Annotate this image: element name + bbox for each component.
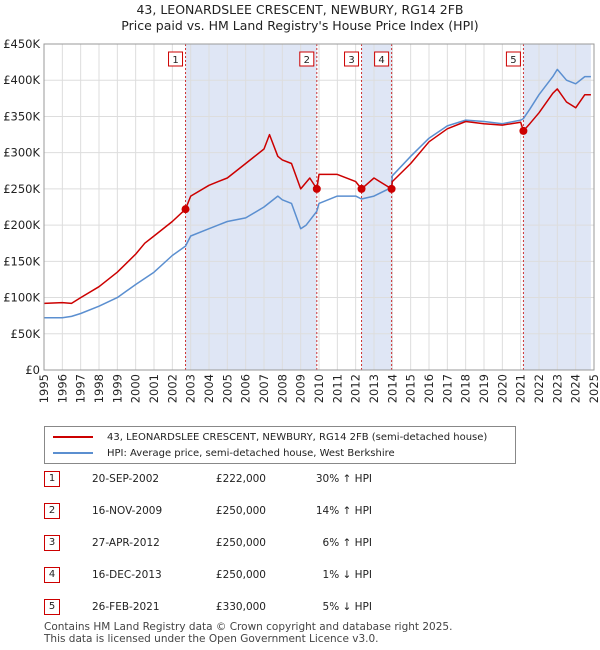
x-tick-label: 2012 [349,374,363,403]
marker-label: 1 [172,55,178,66]
marker-label: 2 [304,55,310,66]
y-tick-label: £50K [11,327,41,341]
transaction-hpi: 1% ↓ HPI [322,569,372,581]
transaction-number: 5 [44,599,60,615]
hpi-line [44,68,591,319]
marker-label-box [344,51,360,67]
legend-label-price: 43, LEONARDSLEE CRESCENT, NEWBURY, RG14 … [107,431,488,443]
x-tick-label: 1999 [110,374,124,403]
footer-copyright: Contains HM Land Registry data © Crown c… [44,621,453,633]
transaction-price: £250,000 [215,569,266,581]
x-tick-label: 2019 [477,374,491,403]
x-tick-label: 2015 [404,374,418,403]
sale-point [181,205,190,214]
chart-subtitle: Price paid vs. HM Land Registry's House … [121,18,479,33]
transaction-date: 26-FEB-2021 [92,601,160,613]
footer-licence: This data is licensed under the Open Gov… [44,633,379,645]
x-tick-label: 2000 [129,374,143,403]
transaction-hpi: 14% ↑ HPI [315,505,372,517]
transaction-date: 16-NOV-2009 [92,505,163,517]
transaction-hpi: 6% ↑ HPI [322,537,372,549]
x-tick-label: 2003 [184,374,198,403]
y-tick-label: £0 [25,363,40,377]
y-tick-label: £100K [3,291,40,305]
x-tick-label: 2022 [532,374,546,403]
marker-label: 4 [378,55,384,66]
x-tick-label: 2004 [202,374,216,403]
legend-swatch-hpi [53,452,93,454]
transaction-price: £222,000 [215,473,266,485]
transaction-price: £250,000 [215,537,266,549]
marker-label: 5 [510,55,516,66]
marker-label-box [168,51,184,67]
x-tick-label: 2017 [440,374,454,403]
x-tick-label: 1996 [55,374,69,403]
x-tick-label: 2010 [312,374,326,403]
table-row: 5 26-FEB-2021 £330,000 5% ↓ HPI [44,599,564,617]
x-tick-label: 2016 [422,374,436,403]
transaction-hpi: 5% ↓ HPI [322,601,372,613]
marker-label-box [299,51,315,67]
y-tick-label: £400K [3,73,40,87]
transaction-date: 27-APR-2012 [92,537,160,549]
x-tick-label: 2020 [495,374,509,403]
marker-label-box [374,51,390,67]
transaction-number: 1 [44,471,60,487]
x-tick-label: 2001 [147,374,161,403]
x-tick-label: 2002 [165,374,179,403]
x-tick-label: 2018 [459,374,473,403]
marker-label: 3 [348,55,354,66]
x-tick-label: 1998 [92,374,106,403]
y-tick-label: £350K [3,109,40,123]
x-tick-label: 2006 [239,374,253,403]
y-tick-label: £200K [3,218,40,232]
shaded-band [185,44,317,370]
chart-title: 43, LEONARDSLEE CRESCENT, NEWBURY, RG14 … [136,2,464,17]
x-tick-label: 2025 [587,374,600,403]
x-tick-label: 2023 [550,374,564,403]
sale-point [312,184,321,193]
y-tick-label: £250K [3,182,40,196]
plot-border [43,43,595,371]
transaction-price: £250,000 [215,505,266,517]
table-row: 2 16-NOV-2009 £250,000 14% ↑ HPI [44,503,564,521]
legend-item-hpi: HPI: Average price, semi-detached house,… [53,446,395,460]
x-tick-label: 2008 [275,374,289,403]
marker-label-box [505,51,521,67]
x-tick-label: 1997 [74,374,88,403]
x-tick-label: 2009 [294,374,308,403]
shaded-band [361,44,392,370]
x-tick-label: 2011 [330,374,344,403]
x-tick-label: 2021 [514,374,528,403]
transaction-number: 4 [44,567,60,583]
sale-point [387,184,396,193]
x-tick-label: 2005 [220,374,234,403]
transaction-date: 16-DEC-2013 [92,569,162,581]
table-row: 3 27-APR-2012 £250,000 6% ↑ HPI [44,535,564,553]
transaction-number: 3 [44,535,60,551]
transaction-number: 2 [44,503,60,519]
chart-legend: 43, LEONARDSLEE CRESCENT, NEWBURY, RG14 … [44,426,516,464]
x-tick-label: 2024 [569,374,583,403]
x-tick-label: 2013 [367,374,381,403]
sale-point [357,184,366,193]
price-chart: £0 £50K £100K £150K £200K £250K £300K £350K £400… [3,37,600,403]
x-tick-label: 2007 [257,374,271,403]
legend-swatch-price [53,436,93,438]
transaction-hpi: 30% ↑ HPI [315,473,372,485]
transaction-price: £330,000 [215,601,266,613]
table-row: 4 16-DEC-2013 £250,000 1% ↓ HPI [44,567,564,585]
x-tick-label: 2014 [385,374,399,403]
legend-item-price: 43, LEONARDSLEE CRESCENT, NEWBURY, RG14 … [53,430,487,444]
table-row: 1 20-SEP-2002 £222,000 30% ↑ HPI [44,471,564,489]
legend-label-hpi: HPI: Average price, semi-detached house,… [107,447,395,459]
x-tick-label: 1995 [37,374,51,403]
transaction-date: 20-SEP-2002 [92,473,160,485]
sale-point [519,126,528,135]
y-tick-label: £300K [3,146,40,160]
y-tick-label: £450K [3,37,40,51]
y-tick-label: £150K [3,254,40,268]
